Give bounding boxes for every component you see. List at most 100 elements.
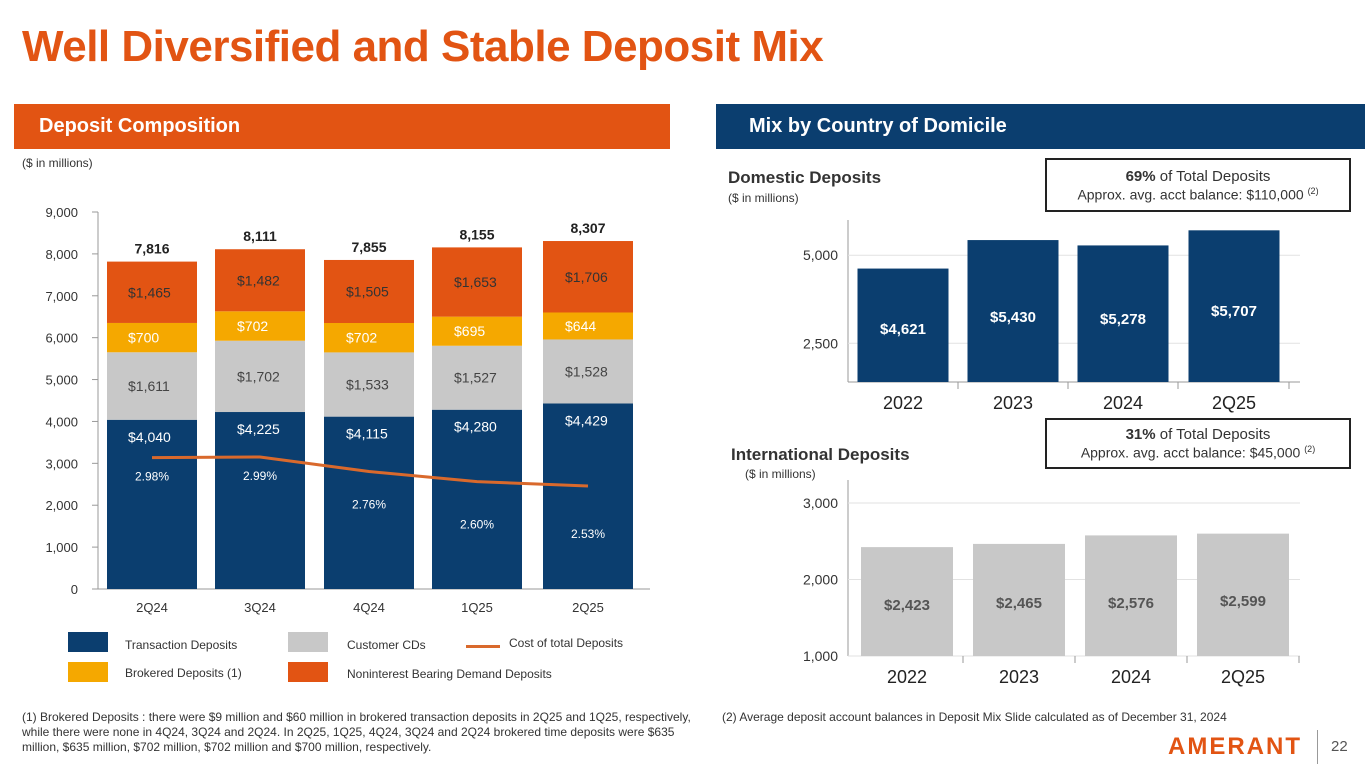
domestic-pct: 69% bbox=[1125, 168, 1156, 185]
bar-segment-brokered bbox=[543, 312, 633, 340]
bar-segment-nonint bbox=[324, 259, 414, 324]
domestic-balance: Approx. avg. acct balance: $110,000 bbox=[1077, 186, 1304, 203]
data-label-cds: $1,533 bbox=[346, 377, 389, 393]
x-tick-label: 2022 bbox=[887, 667, 927, 687]
legend-label-cds: Customer CDs bbox=[347, 638, 426, 652]
y-tick-label: 5,000 bbox=[803, 247, 838, 263]
y-tick-label: 7,000 bbox=[45, 289, 78, 304]
legend-label-transaction: Transaction Deposits bbox=[125, 638, 238, 652]
y-tick-label: 5,000 bbox=[45, 373, 78, 388]
x-tick-label: 2024 bbox=[1103, 393, 1143, 413]
data-label-cds: $1,528 bbox=[565, 363, 608, 379]
legend-swatch-brokered bbox=[68, 662, 108, 682]
units-note: ($ in millions) bbox=[22, 156, 93, 170]
bar-segment-transaction bbox=[324, 416, 414, 589]
bar-segment-nonint bbox=[215, 249, 305, 312]
logo-divider bbox=[1317, 730, 1318, 764]
x-tick-label: 2Q25 bbox=[1212, 393, 1256, 413]
intl-balance: Approx. avg. acct balance: $45,000 bbox=[1080, 444, 1301, 461]
bar bbox=[857, 268, 949, 382]
data-label-cds: $1,527 bbox=[454, 370, 497, 386]
bar-value-label: $5,278 bbox=[1100, 311, 1146, 328]
bar-segment-cds bbox=[543, 339, 633, 404]
bar-segment-brokered bbox=[107, 322, 197, 353]
bar-value-label: $5,430 bbox=[990, 309, 1036, 326]
domestic-title: Domestic Deposits bbox=[728, 168, 882, 187]
bar-segment-transaction bbox=[107, 419, 197, 589]
bar-value-label: $2,465 bbox=[996, 595, 1042, 612]
cost-label: 2.99% bbox=[243, 469, 277, 483]
x-tick-label: 4Q24 bbox=[353, 600, 385, 615]
domestic-share-box: 69% of Total Deposits Approx. avg. acct … bbox=[1045, 158, 1351, 212]
cost-label: 2.76% bbox=[352, 498, 386, 512]
data-label-brokered: $702 bbox=[346, 330, 377, 346]
cost-label: 2.53% bbox=[571, 527, 605, 541]
bar-value-label: $5,707 bbox=[1211, 303, 1257, 320]
bar-segment-brokered bbox=[324, 323, 414, 353]
bar-value-label: $4,621 bbox=[880, 321, 926, 338]
cost-label: 2.60% bbox=[460, 518, 494, 532]
domestic-pct-text: of Total Deposits bbox=[1155, 168, 1271, 185]
data-label-transaction: $4,429 bbox=[565, 412, 608, 428]
x-tick-label: 2022 bbox=[883, 393, 923, 413]
y-tick-label: 0 bbox=[71, 582, 78, 597]
intl-pct: 31% bbox=[1125, 426, 1156, 443]
legend-swatch-cds bbox=[288, 632, 328, 652]
total-label: 8,155 bbox=[459, 226, 494, 242]
y-tick-label: 8,000 bbox=[45, 247, 78, 262]
x-tick-label: 2023 bbox=[993, 393, 1033, 413]
data-label-cds: $1,702 bbox=[237, 368, 280, 384]
legend-label-line: Cost of total Deposits bbox=[509, 636, 624, 650]
data-label-transaction: $4,115 bbox=[346, 426, 388, 442]
cost-label: 2.98% bbox=[135, 470, 169, 484]
bar-segment-cds bbox=[215, 340, 305, 413]
data-label-cds: $1,611 bbox=[128, 378, 170, 394]
bar-value-label: $2,576 bbox=[1108, 595, 1154, 612]
bar-segment-nonint bbox=[107, 261, 197, 323]
data-label-brokered: $700 bbox=[128, 330, 159, 346]
deposit-composition-chart: 0 1,000 2,000 3,000 4,000 5,000 6,000 7,000 8,00… bbox=[45, 205, 650, 615]
y-tick-label: 2,000 bbox=[803, 571, 838, 587]
x-tick-label: 3Q24 bbox=[244, 600, 276, 615]
data-label-nonint: $1,706 bbox=[565, 269, 608, 285]
bar bbox=[1077, 245, 1169, 382]
x-tick-label: 2Q25 bbox=[1221, 667, 1265, 687]
bar-segment-nonint bbox=[432, 247, 522, 317]
x-tick-label: 2Q25 bbox=[572, 600, 604, 615]
domestic-note: (2) bbox=[1307, 186, 1319, 196]
bar bbox=[861, 547, 953, 656]
total-label: 7,816 bbox=[134, 241, 169, 257]
y-tick-label: 4,000 bbox=[45, 414, 78, 429]
cost-of-deposits-line bbox=[151, 455, 589, 488]
x-tick-label: 1Q25 bbox=[461, 600, 493, 615]
legend-swatch-nonint bbox=[288, 662, 328, 682]
y-tick-label: 9,000 bbox=[45, 205, 78, 220]
y-tick-label: 2,500 bbox=[803, 335, 838, 351]
bar bbox=[967, 240, 1059, 382]
bar-segment-cds bbox=[432, 345, 522, 410]
data-label-nonint: $1,465 bbox=[128, 284, 171, 300]
footnote-brokered: (1) Brokered Deposits : there were $9 mi… bbox=[22, 710, 691, 754]
y-tick-label: 3,000 bbox=[803, 495, 838, 511]
total-label: 7,855 bbox=[351, 239, 386, 255]
data-label-nonint: $1,505 bbox=[346, 283, 389, 299]
international-units: ($ in millions) bbox=[745, 467, 816, 481]
bar-segment-cds bbox=[324, 352, 414, 417]
international-deposits-chart: 1,000 2,000 3,000 $2,423 2022 $2,465 2023 $2,57… bbox=[803, 480, 1300, 687]
legend-label-brokered: Brokered Deposits (1) bbox=[125, 666, 242, 680]
bar bbox=[1188, 230, 1280, 382]
bar bbox=[973, 543, 1065, 656]
footnote-average-balance: (2) Average deposit account balances in … bbox=[722, 710, 1227, 724]
bar bbox=[1085, 535, 1177, 656]
page-number: 22 bbox=[1331, 738, 1348, 755]
deposit-composition-header: Deposit Composition bbox=[14, 104, 670, 149]
data-label-brokered: $695 bbox=[454, 323, 485, 339]
y-tick-label: 2,000 bbox=[45, 498, 78, 513]
bar-segment-transaction bbox=[543, 403, 633, 589]
data-label-nonint: $1,482 bbox=[237, 272, 280, 288]
y-tick-label: 1,000 bbox=[45, 540, 78, 555]
bar-segment-brokered bbox=[432, 316, 522, 346]
data-label-transaction: $4,040 bbox=[128, 429, 171, 445]
legend-label-nonint: Noninterest Bearing Demand Deposits bbox=[347, 667, 552, 681]
bar-segment-transaction bbox=[432, 409, 522, 589]
